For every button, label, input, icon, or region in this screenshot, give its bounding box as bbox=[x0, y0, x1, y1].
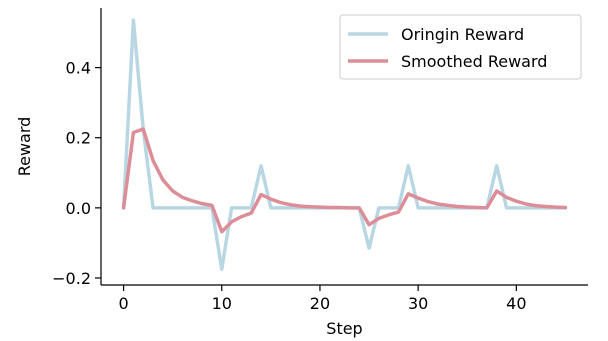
y-tick-label: 0.2 bbox=[66, 129, 91, 148]
y-tick-label: −0.2 bbox=[52, 269, 91, 288]
y-axis-label: Reward bbox=[15, 117, 34, 177]
legend-box bbox=[339, 14, 582, 80]
y-tick-label: 0.4 bbox=[66, 59, 91, 78]
x-tick-label: 40 bbox=[506, 294, 526, 313]
x-tick-label: 0 bbox=[118, 294, 128, 313]
x-tick-label: 20 bbox=[310, 294, 330, 313]
x-tick-label: 10 bbox=[212, 294, 232, 313]
smoothed-reward-line bbox=[121, 127, 568, 234]
y-tick-label: 0.0 bbox=[66, 199, 91, 218]
plot-area bbox=[121, 18, 568, 271]
y-ticks: −0.2 0.0 0.2 0.4 bbox=[52, 59, 101, 288]
x-axis-label: Step bbox=[326, 319, 362, 338]
legend-label-origin: Oringin Reward bbox=[401, 25, 524, 44]
legend-label-smoothed: Smoothed Reward bbox=[401, 52, 547, 71]
legend: Oringin Reward Smoothed Reward bbox=[339, 14, 582, 80]
x-tick-label: 30 bbox=[408, 294, 428, 313]
x-ticks: 0 10 20 30 40 bbox=[118, 285, 527, 313]
